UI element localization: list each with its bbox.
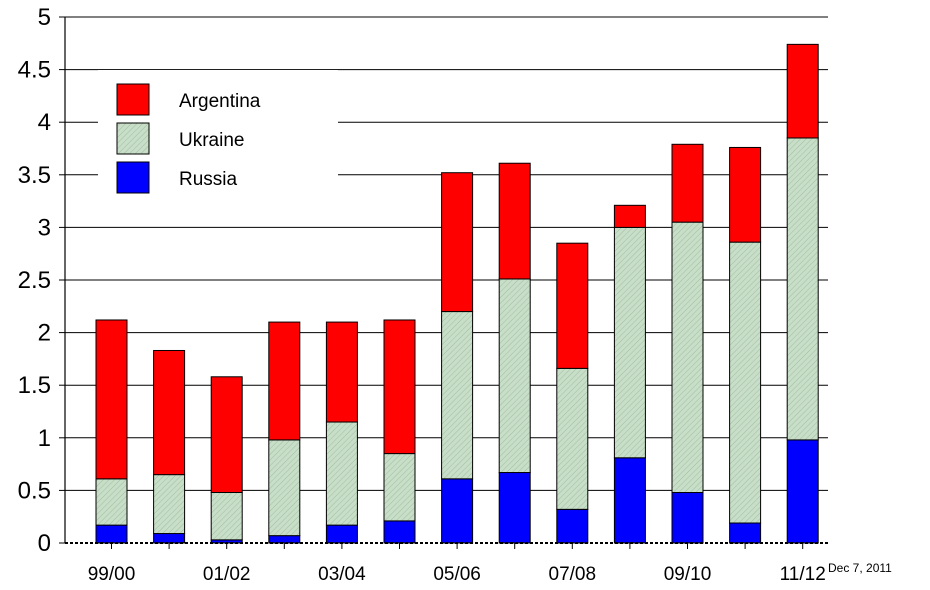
y-tick-label: 2.5 [18, 267, 51, 294]
bar-argentina-9 [613, 204, 646, 228]
bar-ukraine-9 [613, 226, 646, 459]
bar-russia-12 [786, 439, 819, 544]
bar-argentina-0 [95, 319, 128, 480]
bar-argentina-4 [325, 321, 358, 423]
bar-ukraine-8 [556, 367, 589, 510]
y-tick-label: 0 [38, 530, 51, 557]
bar-argentina-12 [786, 43, 819, 139]
bar-argentina-2 [210, 376, 243, 494]
bar-russia-8 [556, 508, 589, 544]
legend-label-argentina: Argentina [179, 91, 261, 112]
bar-argentina-1 [153, 349, 186, 476]
bar-ukraine-7 [498, 278, 531, 474]
y-tick-label: 2 [38, 320, 51, 347]
bar-russia-5 [383, 520, 416, 544]
legend-label-ukraine: Ukraine [179, 130, 244, 151]
bar-russia-7 [498, 472, 531, 544]
y-tick-label: 3.5 [18, 162, 51, 189]
bar-argentina-8 [556, 242, 589, 369]
axes [59, 16, 828, 549]
bars [95, 43, 819, 544]
bar-ukraine-12 [786, 137, 819, 441]
bar-ukraine-1 [153, 474, 186, 535]
bar-russia-0 [95, 524, 128, 544]
bar-argentina-10 [671, 143, 704, 223]
y-tick-label: 1 [38, 425, 51, 452]
y-tick-label: 4 [38, 109, 51, 136]
bar-ukraine-4 [325, 421, 358, 526]
x-tick-label: 11/12 [780, 564, 826, 585]
bar-russia-3 [268, 535, 301, 544]
bar-ukraine-3 [268, 439, 301, 537]
x-tick-label: 03/04 [318, 564, 366, 585]
x-tick-label: 09/10 [664, 564, 712, 585]
y-tick-label: 4.5 [18, 57, 51, 84]
bar-argentina-5 [383, 319, 416, 455]
bar-russia-6 [441, 478, 474, 544]
bar-russia-1 [153, 533, 186, 544]
bar-ukraine-2 [210, 492, 243, 541]
bar-argentina-7 [498, 162, 531, 280]
legend: Argentina Ukraine Russia [98, 70, 338, 202]
bar-ukraine-5 [383, 453, 416, 522]
bar-argentina-11 [729, 146, 762, 243]
x-tick-label: 01/02 [203, 564, 251, 585]
bar-argentina-3 [268, 321, 301, 441]
y-tick-label: 5 [38, 4, 51, 31]
bar-ukraine-6 [441, 311, 474, 480]
bar-russia-9 [613, 457, 646, 544]
y-tick-labels: 0 0.5 1 1.5 2 2.5 3 3.5 4 4.5 5 [18, 4, 51, 557]
legend-swatch-ukraine [116, 122, 150, 155]
x-tick-label: 99/00 [88, 564, 136, 585]
bar-ukraine-11 [729, 241, 762, 524]
y-tick-label: 3 [38, 214, 51, 241]
x-tick-label: 05/06 [433, 564, 481, 585]
x-tick-labels: 99/00 01/02 03/04 05/06 07/08 09/10 11/12 [88, 564, 826, 585]
bar-russia-4 [325, 524, 358, 544]
y-tick-label: 1.5 [18, 372, 51, 399]
bar-russia-10 [671, 492, 704, 544]
date-annotation: Dec 7, 2011 [828, 561, 892, 575]
bar-ukraine-0 [95, 478, 128, 526]
x-tick-label: 07/08 [549, 564, 597, 585]
legend-swatch-russia [116, 161, 150, 194]
legend-label-russia: Russia [179, 169, 238, 190]
bar-russia-11 [729, 522, 762, 544]
bar-ukraine-10 [671, 221, 704, 494]
y-tick-label: 0.5 [18, 477, 51, 504]
bar-argentina-6 [441, 172, 474, 313]
legend-swatch-argentina [116, 83, 150, 116]
